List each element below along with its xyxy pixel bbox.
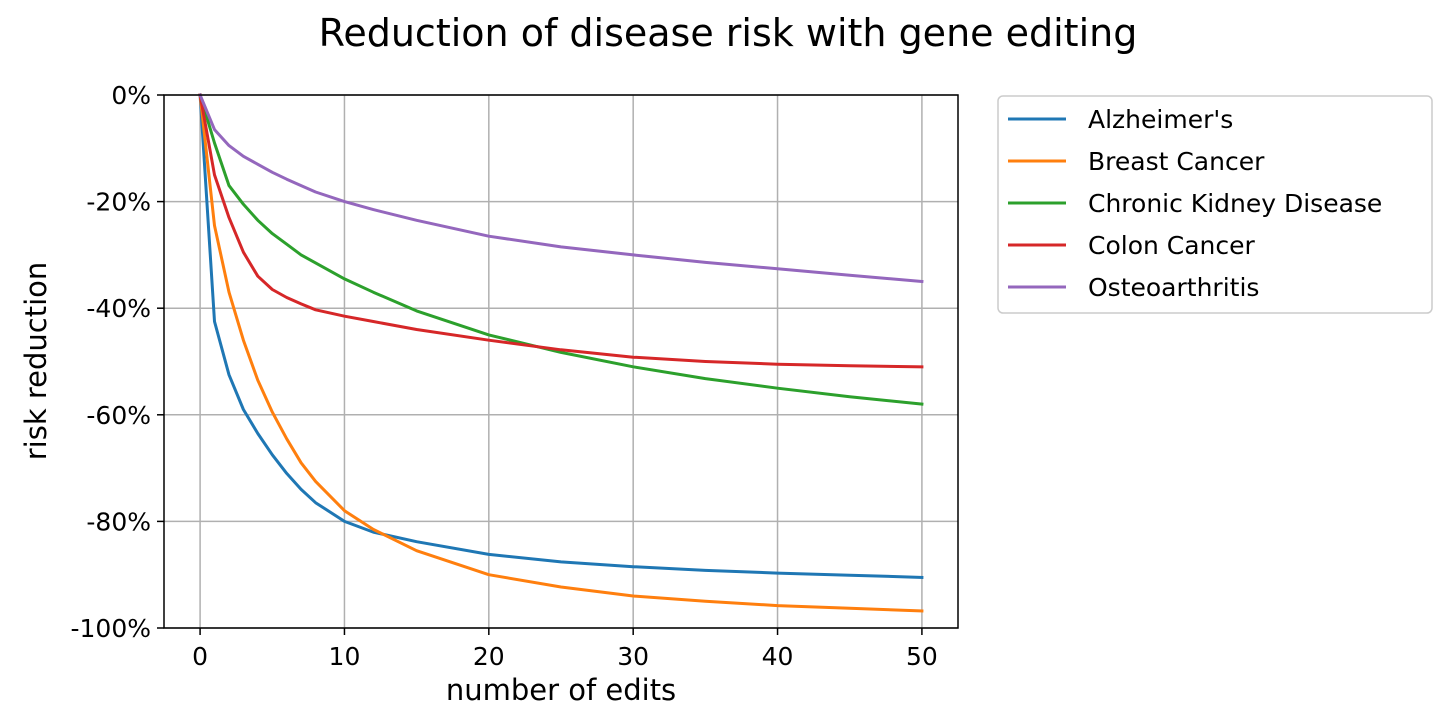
y-tick-label: -60%	[86, 401, 151, 430]
y-tick-label: -20%	[86, 188, 151, 217]
x-axis-label: number of edits	[446, 673, 676, 707]
y-tick-label: -100%	[71, 614, 152, 643]
y-axis-ticks: 0% -20% -40% -60% -80% -100%	[71, 81, 164, 643]
y-tick-label: -40%	[86, 294, 151, 323]
x-tick-label: 10	[329, 642, 361, 671]
x-tick-label: 30	[617, 642, 649, 671]
legend-frame	[997, 95, 1433, 314]
legend-label: Osteoarthritis	[1088, 273, 1259, 302]
series-line	[198, 93, 924, 613]
legend-items: Alzheimer's Breast Cancer Chronic Kidney D…	[1008, 105, 1382, 302]
legend: Alzheimer's Breast Cancer Chronic Kidney D…	[997, 95, 1433, 314]
legend-label: Colon Cancer	[1088, 231, 1256, 260]
grid	[164, 94, 958, 629]
series-line	[198, 93, 924, 579]
legend-label: Breast Cancer	[1088, 147, 1265, 176]
x-tick-label: 50	[906, 642, 938, 671]
series-lines	[198, 93, 924, 613]
y-tick-label: -80%	[86, 507, 151, 536]
x-axis-ticks: 0 10 20 30 40 50	[192, 628, 938, 671]
x-tick-label: 0	[192, 642, 208, 671]
y-axis-label: risk reduction	[19, 262, 53, 461]
legend-label: Chronic Kidney Disease	[1088, 189, 1382, 218]
x-tick-label: 40	[762, 642, 794, 671]
legend-label: Alzheimer's	[1088, 105, 1233, 134]
plot-frame	[163, 94, 959, 629]
y-tick-label: 0%	[111, 81, 151, 110]
series-line	[198, 93, 924, 406]
x-tick-label: 20	[473, 642, 505, 671]
series-line	[198, 93, 924, 284]
chart-title: Reduction of disease risk with gene edit…	[319, 11, 1138, 55]
series-line	[198, 93, 924, 369]
